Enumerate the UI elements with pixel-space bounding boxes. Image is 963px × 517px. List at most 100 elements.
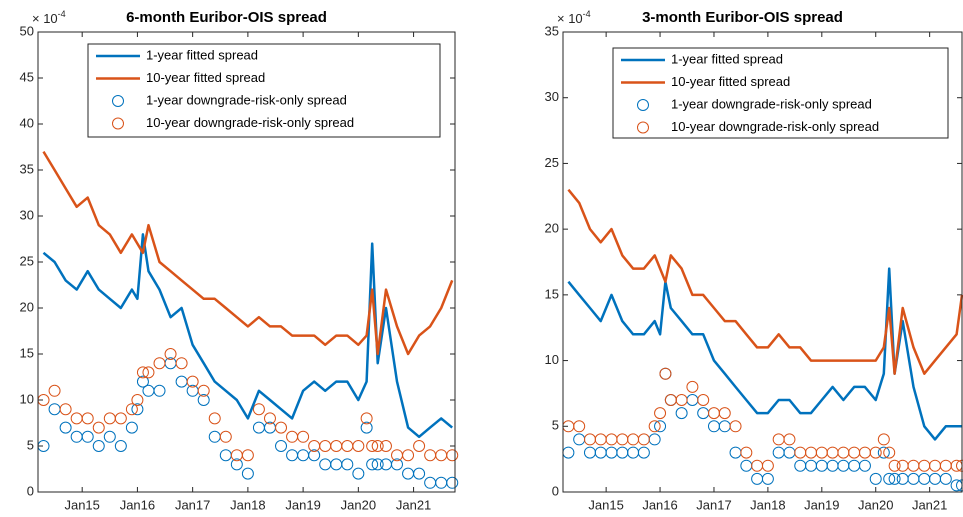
legend-label: 1-year fitted spread: [671, 51, 783, 66]
scatter-point: [175, 357, 188, 370]
scatter-point: [573, 420, 586, 433]
scatter-point: [939, 472, 952, 485]
scatter-point: [446, 476, 459, 489]
scatter-point: [379, 440, 392, 452]
scatter-point: [103, 430, 116, 443]
legend: 1-year fitted spread 10-year fitted sprea…: [87, 43, 441, 138]
y-tick-label: 30: [545, 89, 559, 104]
subplot: 3-month Euribor-OIS spread × 10-4 0 5 10 15 20…: [545, 9, 963, 512]
scatter-point: [341, 458, 354, 471]
x-tick-label: Jan17: [175, 497, 210, 512]
legend-label: 10-year downgrade-risk-only spread: [146, 115, 354, 130]
scatter-point: [686, 380, 699, 393]
y-tick-label: 45: [20, 69, 34, 84]
scatter-point: [92, 440, 105, 452]
y-exponent-label: × 10-4: [557, 9, 591, 26]
line-series: [42, 150, 454, 356]
x-tick-label: Jan21: [912, 497, 947, 512]
scatter-point: [446, 449, 459, 462]
scatter-point: [360, 412, 373, 425]
scatter-point: [352, 467, 365, 480]
scatter-point: [241, 467, 254, 480]
scatter-point: [81, 430, 94, 443]
scatter-point: [81, 412, 94, 425]
scatter-point: [648, 420, 661, 433]
scatter-point: [92, 421, 105, 434]
legend: 1-year fitted spread 10-year fitted sprea…: [612, 47, 949, 139]
scatter-point: [413, 467, 426, 480]
line-series: [42, 233, 454, 439]
scatter-point: [654, 407, 667, 420]
x-tick-label: Jan15: [64, 497, 99, 512]
scatter-point: [675, 407, 688, 420]
scatter-point: [360, 421, 373, 434]
legend-label: 10-year fitted spread: [146, 70, 265, 85]
scatter-point: [275, 421, 288, 434]
x-tick-label: Jan16: [642, 497, 677, 512]
scatter-point: [252, 403, 265, 416]
scatter-point: [136, 366, 149, 379]
line-series: [567, 188, 963, 375]
scatter-point: [230, 458, 243, 471]
legend-marker: [112, 117, 124, 130]
x-tick-label: Jan20: [341, 497, 376, 512]
scatter-point: [869, 446, 882, 459]
y-tick-label: 0: [27, 483, 34, 498]
chart-title: 3-month Euribor-OIS spread: [642, 9, 843, 26]
axes-frame: [37, 31, 456, 493]
scatter-point: [352, 440, 365, 452]
scatter-point: [877, 446, 890, 459]
y-tick-label: 35: [545, 23, 559, 38]
scatter-point: [740, 446, 753, 459]
x-tick-label: Jan18: [230, 497, 265, 512]
scatter-point: [59, 421, 72, 434]
scatter-point: [208, 412, 221, 425]
x-tick-label: Jan16: [120, 497, 155, 512]
scatter-point: [697, 394, 710, 406]
y-exponent: -4: [583, 9, 591, 19]
y-tick-label: 10: [545, 352, 559, 367]
y-tick-label: 30: [20, 207, 34, 222]
scatter-point: [888, 472, 901, 485]
scatter-point: [186, 375, 199, 388]
y-tick-label: 15: [545, 286, 559, 301]
legend-marker: [637, 99, 649, 111]
y-tick-label: 20: [545, 221, 559, 236]
scatter-point: [197, 394, 210, 406]
scatter-point: [858, 459, 871, 472]
subplot: 6-month Euribor-OIS spread × 10-4 0 5 10 15 20…: [20, 9, 459, 512]
scatter-point: [371, 440, 384, 452]
y-tick-label: 35: [20, 161, 34, 176]
scatter-point: [142, 366, 155, 379]
axes-frame: [562, 31, 963, 493]
scatter-point: [308, 449, 321, 462]
scatter-point: [402, 449, 415, 462]
legend-marker: [112, 95, 124, 107]
y-tick-label: 10: [20, 391, 34, 406]
y-tick-label: 5: [27, 437, 34, 452]
x-tick-label: Jan19: [804, 497, 839, 512]
scatter-point: [125, 421, 138, 434]
scatter-point: [131, 394, 144, 406]
scatter-point: [153, 384, 166, 397]
legend-label: 1-year downgrade-risk-only spread: [146, 92, 347, 107]
scatter-point: [153, 357, 166, 370]
y-exponent: -4: [58, 9, 66, 19]
scatter-point: [659, 367, 672, 380]
legend-label: 10-year downgrade-risk-only spread: [671, 119, 879, 134]
scatter-point: [263, 412, 276, 425]
legend-box: [87, 43, 441, 138]
scatter-point: [883, 446, 896, 459]
y-tick-label: 50: [20, 23, 34, 38]
x-tick-label: Jan19: [285, 497, 320, 512]
x-tick-label: Jan17: [696, 497, 731, 512]
x-tick-label: Jan15: [588, 497, 623, 512]
legend-marker: [637, 121, 649, 134]
scatter-point: [136, 375, 149, 388]
y-tick-label: 15: [20, 345, 34, 360]
scatter-point: [371, 458, 384, 471]
y-multiplier: × 10: [557, 11, 583, 26]
y-multiplier: × 10: [32, 11, 58, 26]
scatter-point: [413, 440, 426, 452]
